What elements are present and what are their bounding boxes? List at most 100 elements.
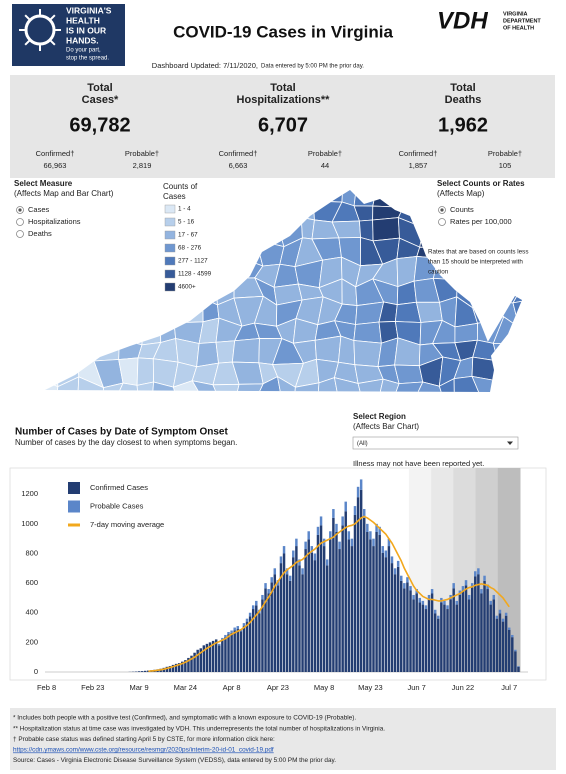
bar [424,605,428,610]
dropdown[interactable] [352,436,519,450]
x-tick-label: Mar 24 [174,683,197,692]
stat-sub-label: Probable† [488,149,522,158]
county [142,296,161,321]
footnote-link[interactable]: https://cdn.ymaws.com/www.cste.org/resou… [13,746,274,753]
bar [356,486,360,498]
bar [255,600,258,606]
bar [267,589,270,594]
bar [387,538,391,547]
bar [282,553,286,672]
dropdown-value[interactable]: (All) [357,441,368,447]
radio-label[interactable]: Hospitalizations [28,217,81,226]
county [102,382,124,392]
county [45,342,62,366]
county [413,198,442,229]
county [153,298,185,324]
county [259,190,277,206]
bar [375,523,378,532]
county [472,301,505,324]
bar [261,594,264,600]
bar [332,517,335,672]
county [193,190,224,207]
county [72,237,99,268]
radio[interactable] [438,218,446,226]
bar [415,593,418,672]
footnote-panel [10,708,556,770]
county [196,222,222,243]
county [419,221,444,249]
bar [298,559,301,566]
county [137,190,165,204]
bar [369,531,372,540]
county [77,376,104,392]
bar [486,589,489,672]
bar [372,538,375,547]
bar [224,637,227,672]
bar [467,594,471,600]
x-tick-label: Feb 23 [81,683,104,692]
bar [218,643,221,646]
bar [338,549,341,672]
county [453,375,483,392]
bar [467,599,471,672]
legend-swatch [68,482,80,494]
logo-box [12,4,125,66]
stat-total: 6,707 [258,114,308,136]
footnote: * Includes both people with a positive t… [13,715,356,722]
bar [184,660,187,672]
county [112,238,141,264]
section-title: Number of Cases by Date of Symptom Onset [15,427,228,438]
county [276,375,296,392]
bar [474,571,477,577]
bar [319,525,323,672]
dropdown-arrow [507,441,513,445]
bar [381,552,384,672]
county [232,219,263,241]
county [45,364,59,388]
radio-label[interactable]: Deaths [28,229,52,238]
control-note: (Affects Bar Chart) [353,422,419,431]
stat-sub-label: Confirmed† [399,149,438,158]
county [196,341,219,368]
radio-label[interactable]: Cases [28,205,50,214]
county [112,219,143,247]
reporting-note: Illness may not have been reported yet. [353,459,484,468]
bar [381,546,384,553]
bar [464,580,468,586]
radio[interactable] [16,218,24,226]
bar [514,651,517,672]
bar [255,605,258,672]
county [45,259,58,289]
bar [461,586,465,591]
bar [437,615,440,619]
county [55,376,80,392]
bar [359,479,363,490]
bar [446,605,449,610]
bar [501,621,505,672]
legend-label: 5 - 16 [178,219,195,226]
bar [406,582,409,672]
bar [335,523,338,532]
radio-label[interactable]: Rates per 100,000 [450,217,512,226]
legend-swatch [164,243,176,253]
caution-note: Rates that are based on counts less [428,249,528,256]
y-tick-label: 0 [34,667,38,676]
bar [359,489,363,672]
bar [409,586,412,591]
control-title: Select Counts or Rates [437,179,525,188]
bar [492,599,496,672]
county [202,284,218,306]
bar [353,514,357,672]
x-tick-label: Mar 9 [129,683,148,692]
legend-swatch [164,282,176,292]
bar [205,643,209,672]
control-title: Select Region [353,412,406,421]
bar [202,645,206,672]
radio[interactable] [16,230,24,238]
legend-swatch [164,217,176,227]
bar [378,534,381,672]
county [61,298,81,328]
legend-swatch [164,256,176,266]
radio-label[interactable]: Counts [450,205,474,214]
logo-spike [24,14,31,21]
